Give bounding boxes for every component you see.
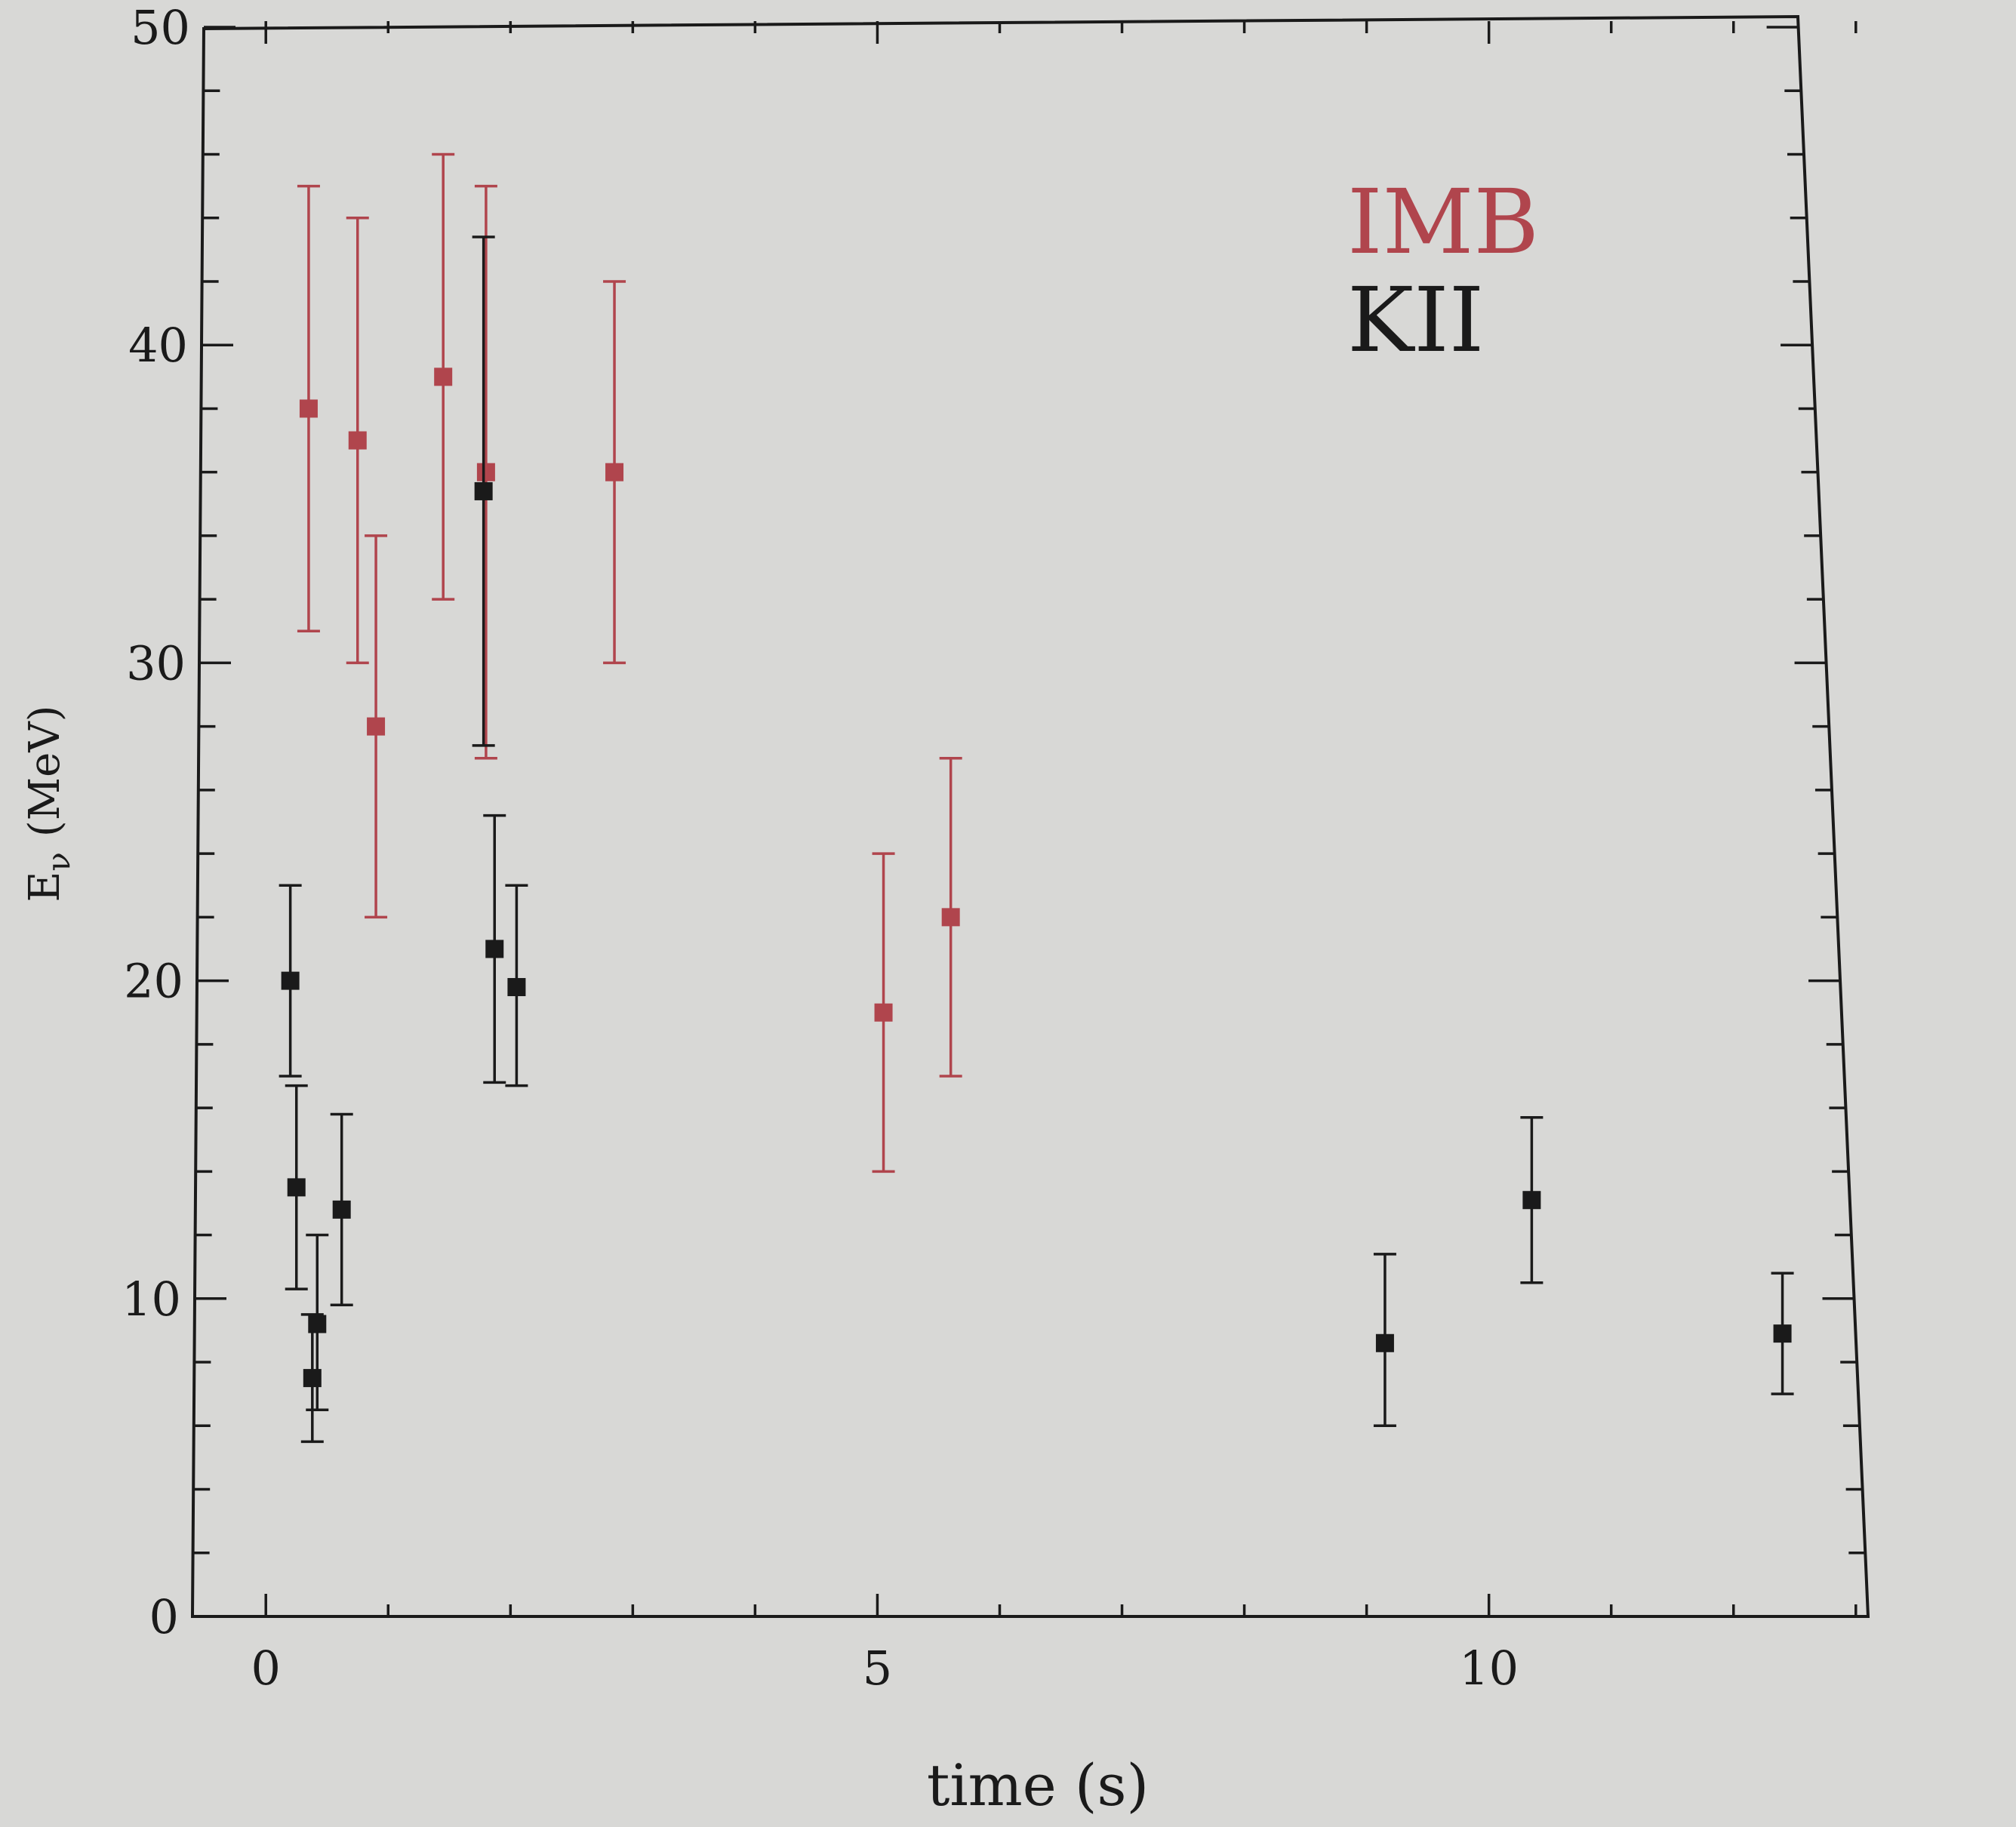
data-marker <box>605 463 624 481</box>
x-tick-label: 0 <box>251 1641 280 1696</box>
data-point <box>432 152 455 601</box>
data-marker <box>308 1315 327 1333</box>
legend-label-kii: KII <box>1347 268 1484 372</box>
data-series-layer <box>279 152 1794 1444</box>
y-tick-label: 20 <box>124 954 183 1009</box>
data-marker <box>434 368 453 386</box>
series-kii <box>279 235 1794 1444</box>
data-marker <box>476 463 495 481</box>
y-tick-label: 50 <box>131 0 190 55</box>
data-marker <box>348 431 367 450</box>
data-point <box>1373 1253 1396 1428</box>
data-marker <box>1522 1191 1541 1210</box>
data-point <box>346 216 369 665</box>
x-axis-ticks: 0 5 10 <box>251 21 1857 1696</box>
y-axis-ticks: 0 10 20 30 40 50 <box>122 0 1868 1644</box>
data-marker <box>1375 1333 1394 1352</box>
data-marker <box>1773 1324 1792 1343</box>
data-point <box>285 1084 308 1290</box>
data-point <box>1520 1115 1544 1284</box>
svg-text:Eν(MeV): Eν (MeV) <box>20 705 77 902</box>
y-tick-label: 10 <box>122 1272 181 1327</box>
y-axis-label-main: E <box>20 872 69 903</box>
y-axis-label-unit: (MeV) <box>20 705 69 837</box>
data-point <box>505 884 528 1087</box>
data-point <box>472 235 495 747</box>
x-tick-label: 5 <box>863 1641 892 1696</box>
data-point <box>279 884 302 1078</box>
data-point <box>872 852 895 1173</box>
data-point <box>939 757 962 1078</box>
y-axis-label: Eν (MeV) <box>20 705 77 902</box>
data-point <box>474 184 497 760</box>
x-tick-label: 10 <box>1459 1641 1519 1696</box>
data-marker <box>281 971 300 990</box>
data-marker <box>941 908 960 927</box>
data-point <box>1771 1272 1794 1395</box>
y-tick-label: 40 <box>128 318 188 373</box>
data-marker <box>287 1178 306 1197</box>
y-tick-label: 0 <box>149 1589 179 1644</box>
legend-label-imb: IMB <box>1347 170 1539 274</box>
y-axis-label-subscript: ν <box>40 852 77 872</box>
x-axis-label: time (s) <box>927 1752 1149 1819</box>
series-imb <box>297 152 962 1173</box>
data-point <box>330 1112 353 1306</box>
data-point <box>365 534 388 919</box>
data-marker <box>332 1200 351 1219</box>
data-marker <box>485 940 504 958</box>
data-point <box>306 1233 329 1411</box>
data-marker <box>874 1003 893 1022</box>
data-marker <box>303 1369 322 1388</box>
y-tick-label: 30 <box>126 635 186 691</box>
data-marker <box>474 481 493 500</box>
data-point <box>483 814 506 1084</box>
data-marker <box>507 978 526 997</box>
data-point <box>297 184 320 633</box>
data-marker <box>299 399 318 418</box>
data-marker <box>367 717 386 736</box>
data-point <box>603 280 626 665</box>
